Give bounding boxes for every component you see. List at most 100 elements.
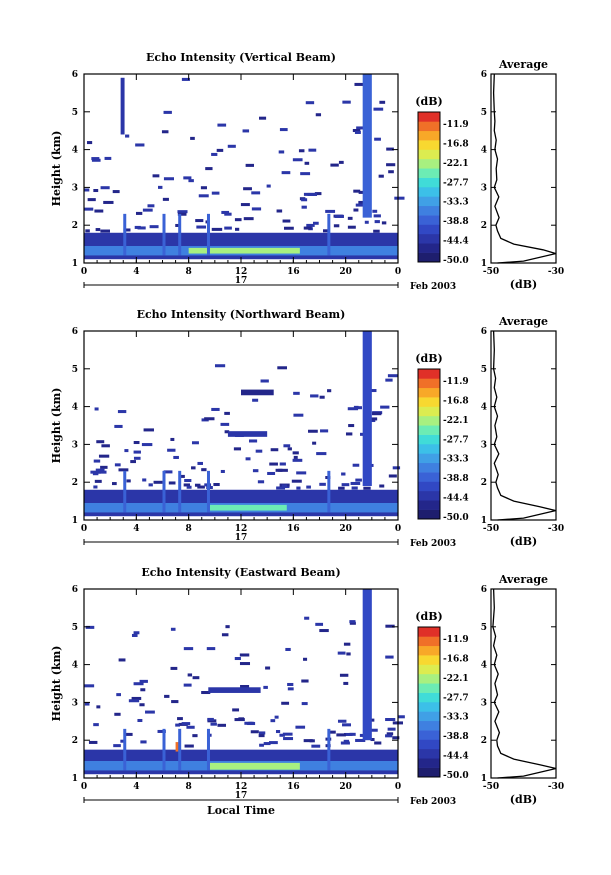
heatmap-cell (211, 407, 220, 411)
heatmap-cell (283, 226, 294, 230)
heatmap-cell (353, 189, 361, 193)
colorbar-swatch (418, 683, 440, 693)
average-title: Average (498, 573, 548, 586)
x-tick-label: 12 (235, 524, 248, 534)
colorbar-label: -44.4 (443, 237, 469, 247)
heatmap-cell (178, 470, 182, 513)
heatmap-cell (117, 410, 127, 414)
heatmap-cell (354, 82, 364, 86)
colorbar-unit: (dB) (415, 95, 442, 108)
heatmap-cell (388, 170, 394, 174)
colorbar-swatch (418, 196, 440, 207)
average-y-tick-label: 2 (481, 221, 487, 231)
heatmap-cell (168, 481, 176, 485)
heatmap-cell (243, 187, 252, 191)
colorbar-label: -38.8 (443, 217, 469, 227)
x-tick-label: 12 (235, 267, 248, 277)
heatmap-cell (190, 136, 195, 140)
heatmap-cell (224, 430, 230, 434)
heatmap-cell (113, 744, 121, 748)
heatmap-cell (224, 212, 232, 216)
heatmap-cell (373, 214, 381, 218)
colorbar-swatch (418, 158, 440, 169)
heatmap-cell (139, 703, 145, 707)
heatmap-cell (225, 625, 230, 629)
heatmap-cell (170, 437, 175, 441)
average-panel: Average 1 2 3 4 5 6 -50 -30 (dB) (481, 58, 564, 291)
heatmap-cell (84, 188, 90, 192)
average-y-tick-label: 3 (481, 183, 487, 193)
heatmap-cell (103, 200, 114, 204)
heatmap-cell (368, 417, 378, 421)
heatmap-cell (206, 470, 210, 513)
average-y-tick-label: 6 (481, 327, 487, 337)
colorbar-label: -22.1 (443, 674, 469, 684)
colorbar-swatch (418, 387, 440, 398)
heatmap-cell (245, 457, 251, 461)
heatmap-cell (379, 100, 386, 104)
colorbar-swatch (418, 711, 440, 722)
heatmap-cell (373, 107, 384, 111)
heatmap-cell (257, 480, 265, 484)
colorbar-swatch (418, 130, 440, 141)
y-tick-label: 4 (72, 661, 78, 671)
heatmap-cell (296, 471, 307, 475)
heatmap-cell (258, 734, 265, 738)
colorbar-swatch (418, 720, 440, 731)
colorbar-label: -11.9 (443, 377, 469, 387)
heatmap-cell (306, 485, 311, 489)
heatmap-cell (191, 466, 196, 470)
heatmap-cell (354, 130, 361, 134)
heatmap-cell (325, 209, 336, 213)
heatmap-cell (245, 163, 255, 167)
heatmap-cell (100, 186, 110, 190)
heatmap-cell (94, 479, 102, 483)
heatmap-cell (279, 733, 285, 737)
heatmap-cell (259, 116, 267, 120)
heatmap-cell (173, 455, 179, 459)
heatmap-cell (84, 684, 95, 688)
heatmap-cell (227, 144, 236, 148)
average-x-label: (dB) (510, 278, 537, 291)
heatmap-cell (355, 203, 364, 207)
heatmap-cell (86, 141, 93, 145)
heatmap-cell (319, 482, 326, 486)
heatmap-cell (85, 625, 95, 629)
heatmap-cell (352, 463, 360, 467)
heatmap-cell (327, 730, 336, 734)
heatmap-cell (267, 471, 276, 475)
heatmap-cell (186, 485, 192, 489)
heatmap-cell (114, 424, 123, 428)
heatmap-cell (301, 702, 308, 706)
panel-2: Echo Intensity (Northward Beam)123456Hei… (50, 308, 564, 549)
colorbar-label: -50.0 (443, 771, 469, 781)
y-tick-label: 2 (72, 221, 78, 231)
heatmap-cell (337, 651, 346, 655)
x-tick-label: 8 (186, 782, 192, 792)
heatmap-cell (316, 452, 327, 456)
y-tick-label: 1 (72, 774, 78, 784)
heatmap-cell (336, 214, 344, 218)
heatmap-cell (87, 198, 96, 202)
heatmap-cell (171, 700, 179, 704)
colorbar-label: -22.1 (443, 159, 469, 169)
heatmap-cell (123, 213, 127, 256)
heatmap-cell (252, 398, 259, 402)
heatmap-cell (356, 126, 366, 130)
heatmap-cell (133, 682, 144, 686)
heatmap-cell (208, 687, 261, 693)
x-tick-label: 20 (339, 782, 352, 792)
heatmap-cell (301, 198, 308, 202)
colorbar-swatch (418, 472, 440, 482)
heatmap-cell (370, 738, 375, 742)
heatmap-cell (140, 688, 146, 692)
heatmap-cell (217, 723, 227, 727)
heatmap-cell (92, 472, 99, 476)
heatmap-cell (220, 469, 225, 473)
heatmap-cell (187, 673, 193, 677)
heatmap-cell (221, 210, 230, 214)
heatmap-cell (162, 197, 169, 201)
heatmap-cell (120, 77, 125, 135)
colorbar-label: -38.8 (443, 732, 469, 742)
heatmap-cell (392, 736, 400, 740)
